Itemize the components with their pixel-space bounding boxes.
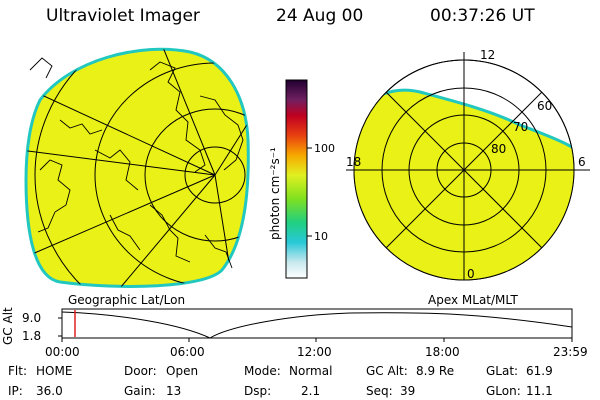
colorbar-scale bbox=[285, 79, 308, 279]
colorbar: 100 10 photon cm⁻²s⁻¹ bbox=[268, 79, 335, 279]
polar-plot: 12 18 6 0 60 70 80 bbox=[346, 48, 590, 281]
status-mode-value: Normal bbox=[289, 364, 332, 378]
time-label: 00:37:26 UT bbox=[430, 6, 535, 26]
status-flt-value: HOME bbox=[36, 364, 72, 378]
status-seq-key: Seq: bbox=[366, 384, 393, 398]
polar-auroral-image bbox=[354, 88, 574, 280]
mlt-label-0: 0 bbox=[467, 267, 475, 281]
status-mode-key: Mode: bbox=[244, 364, 281, 378]
colorbar-tick-100: 100 bbox=[314, 142, 335, 155]
status-flt-key: Flt: bbox=[8, 364, 27, 378]
status-glat-value: 61.9 bbox=[526, 364, 553, 378]
status-gain-key: Gain: bbox=[124, 384, 156, 398]
auroral-image-area bbox=[24, 47, 250, 288]
status-seq-value: 39 bbox=[400, 384, 415, 398]
status-glon-key: GLon: bbox=[486, 384, 521, 398]
status-gcalt-value: 8.9 Re bbox=[416, 364, 454, 378]
app-title: Ultraviolet Imager bbox=[46, 6, 200, 26]
altitude-curve bbox=[61, 311, 573, 339]
status-gcalt-key: GC Alt: bbox=[366, 364, 408, 378]
left-panel-caption: Geographic Lat/Lon bbox=[68, 293, 185, 307]
status-gain-value: 13 bbox=[166, 384, 181, 398]
status-dsp-key: Dsp: bbox=[244, 384, 271, 398]
mlat-label-80: 80 bbox=[491, 142, 506, 156]
geographic-image bbox=[24, 47, 250, 288]
x-tick-0600: 06:00 bbox=[170, 345, 205, 359]
date-label: 24 Aug 00 bbox=[276, 6, 364, 26]
status-glon-value: 11.1 bbox=[526, 384, 553, 398]
mlat-label-70: 70 bbox=[513, 120, 528, 134]
x-tick-0000: 00:00 bbox=[45, 345, 80, 359]
y-tick-9: 9.0 bbox=[22, 311, 41, 325]
x-tick-2359: 23:59 bbox=[553, 345, 588, 359]
mlat-label-60: 60 bbox=[537, 99, 552, 113]
status-door-key: Door: bbox=[124, 364, 157, 378]
altitude-timeline: 9.0 1.8 GC Alt 00:00 06:00 12:00 18:00 2… bbox=[1, 307, 588, 359]
status-ip-value: 36.0 bbox=[36, 384, 63, 398]
lat-lon-grid bbox=[26, 49, 249, 287]
y-tick-1-8: 1.8 bbox=[22, 329, 41, 343]
status-door-value: Open bbox=[166, 364, 198, 378]
x-tick-1800: 18:00 bbox=[425, 345, 460, 359]
colorbar-unit-label: photon cm⁻²s⁻¹ bbox=[268, 147, 282, 240]
mlt-label-18: 18 bbox=[346, 155, 361, 169]
status-dsp-value: 2.1 bbox=[301, 384, 320, 398]
x-tick-1200: 12:00 bbox=[297, 345, 332, 359]
status-ip-key: IP: bbox=[8, 384, 23, 398]
status-panel: Flt: HOME Door: Open Mode: Normal GC Alt… bbox=[8, 364, 553, 398]
coastlines bbox=[29, 57, 244, 269]
colorbar-tick-10: 10 bbox=[314, 230, 328, 243]
timeline-ylabel: GC Alt bbox=[1, 307, 15, 345]
status-glat-key: GLat: bbox=[486, 364, 518, 378]
mlt-label-12: 12 bbox=[480, 48, 495, 62]
mlt-label-6: 6 bbox=[578, 155, 586, 169]
right-panel-caption: Apex MLat/MLT bbox=[428, 293, 518, 307]
mlat-circles bbox=[346, 52, 590, 281]
